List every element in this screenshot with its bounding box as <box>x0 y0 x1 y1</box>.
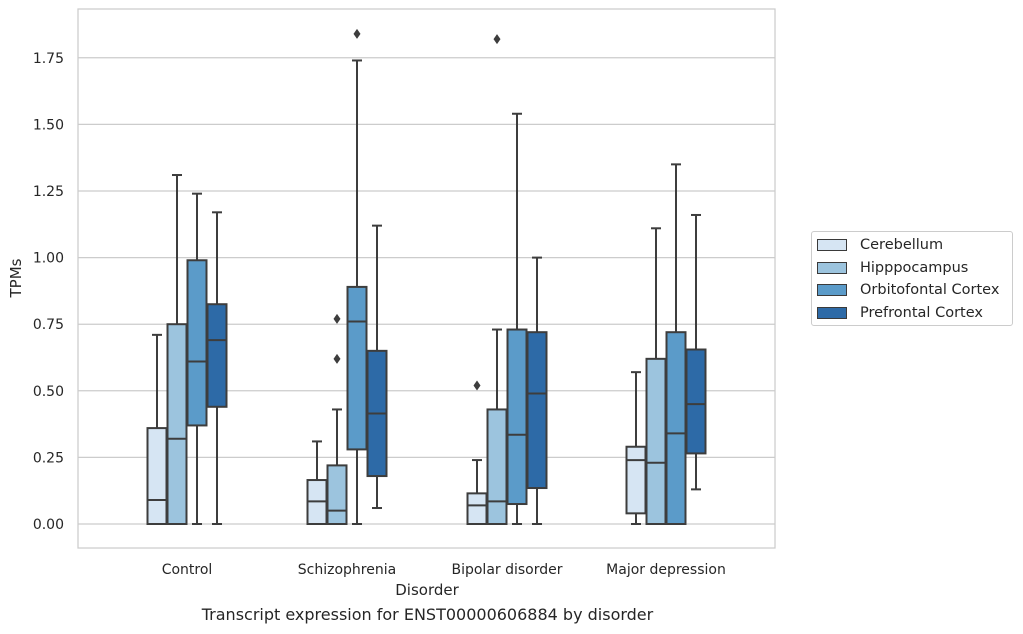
legend-swatch <box>817 239 847 251</box>
plot-frame <box>77 8 776 549</box>
outlier-marker <box>333 313 341 324</box>
box-body <box>685 348 707 455</box>
box-hipppocampus <box>326 313 348 525</box>
box-orbitofontal-cortex <box>506 112 528 525</box>
y-tick-label: 0.00 <box>33 517 64 533</box>
x-tick-label: Schizophrenia <box>298 562 396 578</box>
box-body <box>506 328 528 506</box>
outlier-marker <box>473 380 481 391</box>
legend-item: Hipppocampus <box>817 258 968 278</box>
x-tick-label: Bipolar disorder <box>451 562 562 578</box>
box-body <box>665 331 687 525</box>
box-body <box>166 323 188 526</box>
box-prefrontal-cortex <box>206 211 228 525</box>
box-prefrontal-cortex <box>366 224 388 510</box>
box-body <box>625 445 647 515</box>
y-tick-label: 1.50 <box>33 117 64 133</box>
legend-swatch <box>817 306 847 319</box>
outlier-marker <box>333 353 341 364</box>
x-tick-labels: Control Schizophrenia Bipolar disorder Majo… <box>162 562 726 578</box>
outlier-marker <box>493 34 501 45</box>
box-body <box>326 464 348 525</box>
y-tick-label: 0.75 <box>33 317 64 333</box>
x-tick-label: Control <box>162 562 213 578</box>
legend-swatch <box>817 284 847 296</box>
y-tick-label: 1.25 <box>33 184 64 200</box>
legend-label: Hipppocampus <box>860 259 969 276</box>
box-hipppocampus <box>645 227 667 525</box>
legend-item: Prefrontal Cortex <box>817 303 983 323</box>
box-body <box>146 427 168 526</box>
box-body <box>466 492 488 526</box>
x-axis-label: Disorder <box>395 581 459 599</box>
legend-label: Orbitofontal Cortex <box>860 282 1000 298</box>
box-cerebellum <box>146 333 168 526</box>
y-tick-labels: 0.00 0.25 0.50 0.75 1.00 1.25 1.50 1.75 <box>33 51 64 533</box>
y-axis-label: TPMs <box>7 258 25 298</box>
y-tick-label: 0.50 <box>33 384 64 400</box>
legend-label: Prefrontal Cortex <box>860 304 983 321</box>
chart-caption: Transcript expression for ENST0000060688… <box>201 605 654 624</box>
box-series <box>146 28 707 526</box>
legend-item: Orbitofontal Cortex <box>817 280 999 300</box>
box-hipppocampus <box>166 174 188 526</box>
legend-item: Cerebellum <box>817 235 943 255</box>
box-hipppocampus <box>486 34 508 525</box>
box-body <box>346 285 368 451</box>
box-cerebellum <box>306 440 328 526</box>
box-orbitofontal-cortex <box>186 192 208 525</box>
legend-swatch <box>817 261 847 274</box>
outlier-marker <box>353 28 361 39</box>
legend: Cerebellum Hipppocampus Orbitofontal Corte… <box>811 231 1013 326</box>
box-orbitofontal-cortex <box>346 28 368 525</box>
y-tick-label: 0.25 <box>33 450 64 466</box>
box-prefrontal-cortex <box>685 213 707 491</box>
box-cerebellum <box>625 371 647 525</box>
box-cerebellum <box>466 380 488 526</box>
box-body <box>186 259 208 427</box>
legend-label: Cerebellum <box>860 237 944 253</box>
y-tick-label: 1.75 <box>33 51 64 67</box>
box-body <box>526 331 548 490</box>
box-body <box>486 408 508 525</box>
box-body <box>645 357 667 525</box>
box-body <box>206 303 228 408</box>
y-tick-label: 1.00 <box>33 251 64 267</box>
box-prefrontal-cortex <box>526 256 548 525</box>
x-tick-label: Major depression <box>606 562 726 578</box>
box-orbitofontal-cortex <box>665 163 687 525</box>
